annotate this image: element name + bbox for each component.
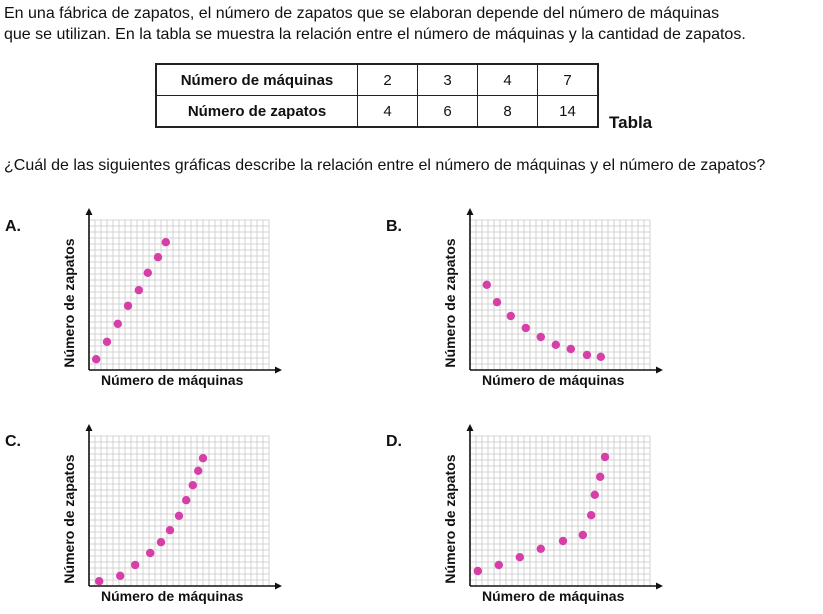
data-point — [131, 560, 140, 570]
data-point — [551, 340, 560, 349]
cell: 2 — [357, 63, 418, 96]
data-point — [134, 286, 143, 295]
data-point — [102, 337, 112, 346]
data-point — [92, 355, 101, 364]
data-table: Número de máquinas 2 3 4 7 Número de zap… — [155, 63, 599, 128]
cell: 14 — [537, 95, 599, 128]
row-header: Número de máquinas — [155, 63, 358, 96]
data-point — [590, 490, 599, 499]
data-point — [536, 544, 545, 553]
data-point — [182, 496, 191, 505]
data-point — [123, 301, 133, 310]
scatter-plot — [466, 208, 663, 374]
x-axis-label: Número de máquinas — [101, 588, 244, 604]
question: ¿Cuál de las siguientes gráficas describ… — [4, 157, 766, 174]
cell: 4 — [357, 95, 418, 128]
row-header: Número de zapatos — [155, 95, 358, 128]
data-point — [600, 452, 610, 462]
data-point — [146, 548, 155, 558]
data-point — [188, 481, 197, 490]
y-axis-label: Número de zapatos — [442, 454, 458, 584]
data-point — [153, 253, 163, 262]
data-point — [506, 311, 515, 321]
table-row: Número de máquinas 2 3 4 7 — [155, 63, 599, 96]
data-point — [174, 511, 184, 520]
data-point — [473, 566, 482, 576]
x-axis-label: Número de máquinas — [482, 588, 625, 604]
data-point — [578, 530, 587, 540]
data-point — [536, 332, 545, 342]
cell: 7 — [537, 63, 599, 96]
cell: 3 — [417, 63, 478, 96]
data-point — [95, 577, 104, 586]
scatter-plot — [466, 424, 663, 590]
scatter-plot — [85, 208, 282, 374]
cell: 8 — [477, 95, 538, 128]
x-axis-arrow-icon — [656, 366, 663, 374]
scatter-plot — [85, 424, 282, 590]
x-axis-arrow-icon — [275, 366, 282, 374]
data-point — [582, 350, 592, 360]
option-label: D. — [386, 433, 402, 450]
data-point — [165, 526, 175, 535]
data-point — [596, 472, 605, 481]
data-point — [194, 466, 203, 475]
data-point — [482, 280, 491, 289]
table-caption: Tabla — [609, 113, 653, 132]
data-point — [156, 538, 166, 547]
y-axis-arrow-icon — [466, 424, 474, 431]
y-axis-arrow-icon — [85, 424, 93, 431]
data-point — [521, 323, 530, 333]
data-point — [116, 571, 125, 580]
y-axis-label: Número de zapatos — [61, 238, 77, 368]
data-point — [587, 511, 596, 520]
intro-line-2: que se utilizan. En la tabla se muestra … — [4, 26, 746, 43]
data-point — [161, 238, 170, 247]
y-axis-label: Número de zapatos — [442, 238, 458, 368]
option-label: A. — [5, 218, 21, 235]
cell: 6 — [417, 95, 478, 128]
data-point — [558, 536, 568, 546]
intro-line-1: En una fábrica de zapatos, el número de … — [4, 5, 720, 22]
x-axis-arrow-icon — [275, 582, 282, 590]
y-axis-arrow-icon — [466, 208, 474, 215]
data-point — [566, 344, 575, 354]
data-point — [113, 319, 122, 328]
data-point — [198, 454, 208, 463]
option-label: C. — [5, 433, 21, 450]
option-label: B. — [386, 218, 402, 235]
cell: 4 — [477, 63, 538, 96]
data-point — [596, 352, 605, 361]
data-point — [494, 560, 503, 570]
table-row: Número de zapatos 4 6 8 14 — [155, 95, 599, 128]
x-axis-label: Número de máquinas — [482, 372, 625, 388]
data-point — [143, 268, 152, 277]
x-axis-label: Número de máquinas — [101, 372, 244, 388]
x-axis-arrow-icon — [656, 582, 663, 590]
y-axis-arrow-icon — [85, 208, 93, 215]
data-point — [515, 553, 524, 562]
data-point — [492, 298, 502, 307]
y-axis-label: Número de zapatos — [61, 454, 77, 584]
